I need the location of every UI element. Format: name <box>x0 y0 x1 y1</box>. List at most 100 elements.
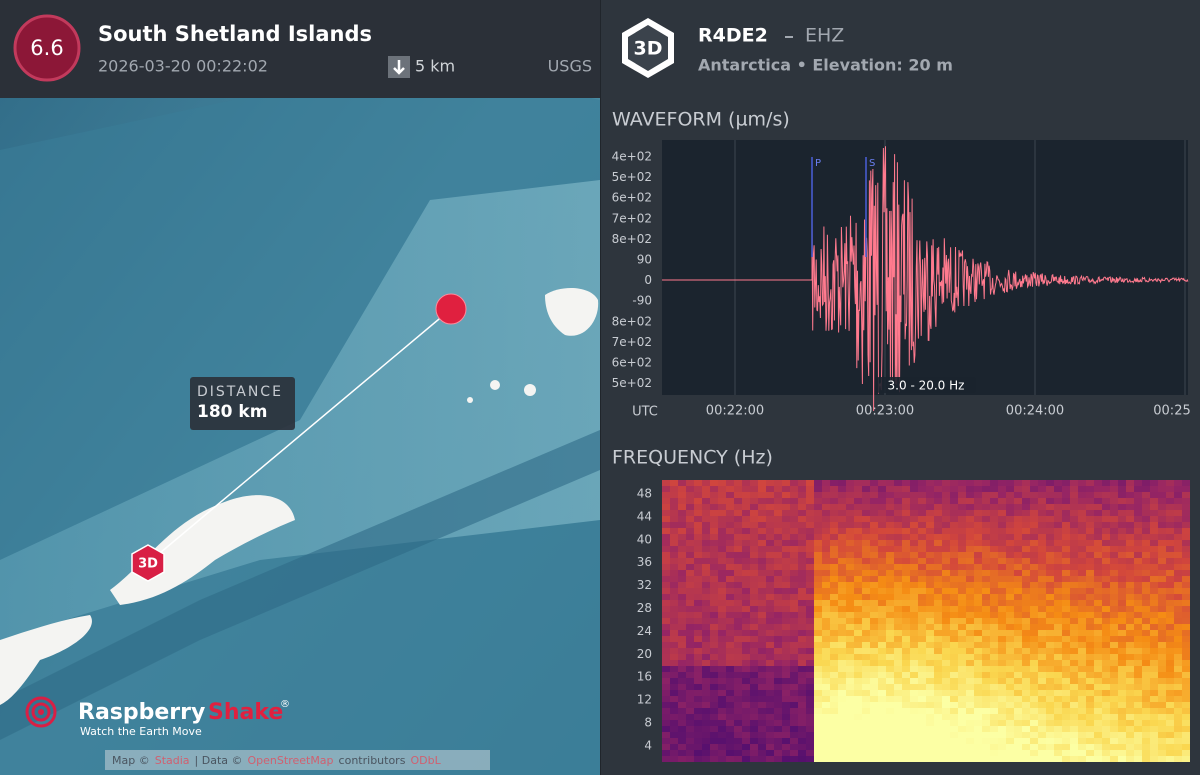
spectrogram-cell <box>1182 582 1190 588</box>
spectrogram-cell <box>798 510 806 516</box>
spectrogram-cell <box>1054 564 1062 570</box>
spectrogram-cell <box>878 654 886 660</box>
spectrogram-cell <box>1094 516 1102 522</box>
spectrogram-cell <box>934 600 942 606</box>
spectrogram-cell <box>1126 726 1134 732</box>
spectrogram-cell <box>766 696 774 702</box>
spectrogram-cell <box>702 510 710 516</box>
spectrogram-cell <box>758 552 766 558</box>
spectrogram-cell <box>1142 516 1150 522</box>
spectrogram-cell <box>790 720 798 726</box>
spectrogram-cell <box>902 726 910 732</box>
spectrogram-cell <box>1030 498 1038 504</box>
spectrogram-cell <box>870 480 878 486</box>
spectrogram-cell <box>702 564 710 570</box>
spectrogram-cell <box>1086 618 1094 624</box>
spectrogram-cell <box>782 726 790 732</box>
spectrogram-cell <box>806 504 814 510</box>
spectrogram-cell <box>870 618 878 624</box>
epicenter[interactable] <box>435 293 467 325</box>
spectrogram-cell <box>1022 654 1030 660</box>
spectrogram-cell <box>910 552 918 558</box>
spectrogram-cell <box>870 666 878 672</box>
spectrogram-cell <box>902 678 910 684</box>
spectrogram-cell <box>870 594 878 600</box>
spectrogram-cell <box>870 552 878 558</box>
spectrogram-cell <box>926 660 934 666</box>
spectrogram-cell <box>1118 672 1126 678</box>
spectrogram-cell <box>1078 648 1086 654</box>
spectrogram-cell <box>934 504 942 510</box>
spectrogram-cell <box>886 564 894 570</box>
spectrogram-cell <box>942 654 950 660</box>
spectrogram-cell <box>814 612 822 618</box>
spectrogram-cell <box>686 624 694 630</box>
spectrogram-cell <box>1142 552 1150 558</box>
station-marker[interactable] <box>131 544 165 582</box>
spectrogram-cell <box>1006 642 1014 648</box>
y-tick-label: 40 <box>637 532 652 546</box>
spectrogram-cell <box>1142 714 1150 720</box>
spectrogram-cell <box>894 552 902 558</box>
spectrogram-cell <box>694 756 702 762</box>
depth-arrow <box>393 60 405 75</box>
spectrogram-cell <box>1086 732 1094 738</box>
spectrogram-cell <box>1158 492 1166 498</box>
spectrogram-cell <box>934 546 942 552</box>
spectrogram-cell <box>766 738 774 744</box>
spectrogram-cell <box>846 528 854 534</box>
spectrogram-cell <box>718 552 726 558</box>
spectrogram-cell <box>982 744 990 750</box>
spectrogram-cell <box>1014 660 1022 666</box>
spectrogram-cell <box>1094 552 1102 558</box>
spectrogram-cell <box>702 528 710 534</box>
spectrogram-cell <box>1150 558 1158 564</box>
spectrogram-cell <box>694 534 702 540</box>
spectrogram-cell <box>1150 570 1158 576</box>
spectrogram-cell <box>694 654 702 660</box>
spectrogram-cell <box>894 510 902 516</box>
spectrogram-cell <box>782 618 790 624</box>
spectrogram-cell <box>1174 600 1182 606</box>
spectrogram-cell <box>822 642 830 648</box>
spectrogram-cell <box>934 492 942 498</box>
spectrogram-cell <box>726 738 734 744</box>
spectrogram-cell <box>686 630 694 636</box>
spectrogram-cell <box>830 480 838 486</box>
station-subtitle: Antarctica • Elevation: 20 m <box>698 56 953 75</box>
spectrogram-cell <box>702 720 710 726</box>
spectrogram-cell <box>1046 564 1054 570</box>
spectrogram-cell <box>782 600 790 606</box>
spectrogram-cell <box>910 720 918 726</box>
spectrogram-cell <box>990 738 998 744</box>
spectrogram-cell <box>734 504 742 510</box>
spectrogram-cell <box>894 630 902 636</box>
spectrogram-cell <box>1126 558 1134 564</box>
spectrogram-cell <box>1094 672 1102 678</box>
spectrogram-cell <box>990 726 998 732</box>
spectrogram-cell <box>998 690 1006 696</box>
spectrogram-cell <box>790 552 798 558</box>
spectrogram-cell <box>1110 744 1118 750</box>
spectrogram-cell <box>1030 738 1038 744</box>
spectrogram-cell <box>670 750 678 756</box>
spectrogram-cell <box>942 720 950 726</box>
spectrogram-cell <box>910 546 918 552</box>
spectrogram-cell <box>846 732 854 738</box>
spectrogram-cell <box>822 630 830 636</box>
spectrogram-cell <box>686 666 694 672</box>
spectrogram-cell <box>710 642 718 648</box>
spectrogram-cell <box>1158 612 1166 618</box>
spectrogram-cell <box>694 546 702 552</box>
spectrogram-cell <box>814 558 822 564</box>
spectrogram-cell <box>726 690 734 696</box>
spectrogram-cell <box>750 756 758 762</box>
spectrogram-cell <box>838 642 846 648</box>
spectrogram-cell <box>902 498 910 504</box>
spectrogram-cell <box>982 714 990 720</box>
spectrogram-cell <box>870 606 878 612</box>
spectrogram-cell <box>798 492 806 498</box>
spectrogram-cell <box>734 564 742 570</box>
spectrogram-cell <box>782 648 790 654</box>
spectrogram-cell <box>1102 672 1110 678</box>
